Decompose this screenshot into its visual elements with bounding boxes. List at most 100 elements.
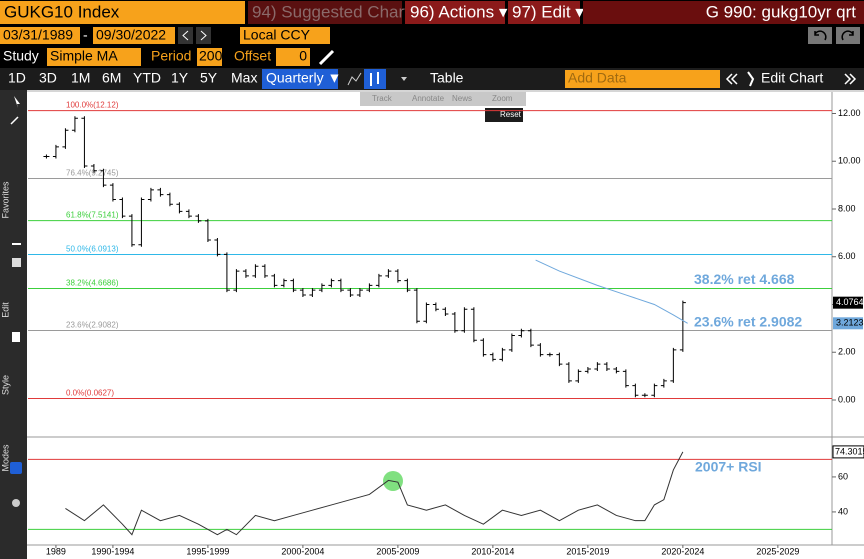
price-bar [527,328,534,348]
tool-button[interactable]: Zoom [492,94,513,103]
period-box[interactable] [197,48,222,66]
price-tag [833,317,863,330]
price-tag-label: 3.2123 [836,318,864,328]
range-button[interactable]: YTD [133,70,161,86]
expand-icon[interactable] [844,73,857,85]
price-bar [337,278,344,293]
tool-button[interactable]: News [452,94,472,103]
redo-button[interactable] [836,27,860,44]
collapse-icon[interactable] [725,73,738,85]
redo-icon [841,30,854,41]
price-bar [480,338,487,357]
y-tick-label: 8.00 [838,203,856,213]
price-bar [138,197,145,247]
mode-icon[interactable] [10,462,22,474]
add-data-box[interactable] [565,70,720,88]
x-tick-label: 2020-2024 [661,546,704,556]
chart-area [27,90,864,559]
sidebar-labels: Favorites Edit Style Modes [0,181,10,472]
frequency[interactable]: Quarterly ▼ [266,70,341,86]
channel-icon[interactable] [12,258,21,267]
y-tick-label: 60 [838,471,848,481]
pencil-icon[interactable] [318,49,335,66]
actions-button[interactable] [405,1,505,24]
y-tick-label: 0.00 [838,394,856,404]
study-box[interactable] [47,48,141,66]
tool-button[interactable]: Annotate [412,94,445,103]
reset[interactable]: Reset [500,110,522,119]
reset-button[interactable] [485,108,523,122]
range-button[interactable]: 3D [39,70,57,86]
suggested[interactable]: 94) Suggested Charts [252,2,417,21]
line-icon[interactable] [347,72,362,86]
start-date[interactable]: 03/31/1989 [3,27,73,43]
prev-button[interactable] [178,27,193,44]
end-date[interactable]: 09/30/2022 [96,27,166,43]
price-bar [394,269,401,283]
price-bar [404,278,411,293]
currency[interactable]: Local CCY [243,27,311,43]
frequency-box[interactable] [262,69,338,89]
tools: Track Annotate News Zoom [372,94,513,103]
suggested-button[interactable] [248,1,402,24]
y-tick-label: 6.00 [838,251,856,261]
period[interactable]: 200 [199,48,223,64]
edit-button[interactable] [508,1,580,24]
range-button[interactable]: 1D [8,70,26,86]
table[interactable]: Table [430,70,464,86]
price-bar [556,352,563,367]
bar-icon-box[interactable] [364,69,386,89]
x-tick-label: 2000-2004 [281,546,324,556]
x-tick-label: 1995-1999 [186,546,229,556]
range-button[interactable]: Max [231,70,257,86]
actions[interactable]: 96) Actions ▾ [410,2,508,21]
price-bar [594,362,601,371]
undo-button[interactable] [808,27,832,44]
price-bar [366,283,373,293]
offset-label: Offset [234,48,271,64]
edit-chart[interactable]: Edit Chart [761,70,823,86]
study-label: Study [3,48,39,64]
sidebar-label: Favorites [0,181,10,219]
security-box[interactable] [0,1,245,24]
settings-icon[interactable] [12,499,20,507]
price-bar [489,352,496,362]
dropdown-icon[interactable] [401,77,407,81]
price-bar [71,116,78,133]
price-bar [641,393,648,398]
sidebar-label: Edit [0,302,10,318]
date-separator: - [83,27,88,43]
offset-box[interactable] [276,48,310,66]
study[interactable]: Simple MA [50,48,118,64]
security[interactable]: GUKG10 Index [4,2,120,21]
edit[interactable]: 97) Edit ▾ [512,2,584,21]
next-icon [200,30,207,41]
range-button[interactable]: 5Y [200,70,218,86]
x-tick-label: 2025-2029 [756,546,799,556]
pointer-icon[interactable] [14,96,20,108]
next-button[interactable] [196,27,211,44]
range-button[interactable]: 1Y [171,70,189,86]
price-bar [660,378,667,388]
price-tag [832,445,864,459]
price-bar [214,238,221,257]
end-date-box[interactable] [93,27,175,44]
pen-icon[interactable] [10,116,19,125]
price-bar [347,288,354,297]
offset[interactable]: 0 [299,48,307,64]
trash-icon[interactable] [12,332,20,342]
price-bar [176,202,183,214]
price-bar [461,307,468,333]
add-data[interactable]: Add Data [568,70,627,86]
undo-icon [814,30,827,41]
price-bar [252,264,259,278]
sidebar-icons [10,96,22,507]
range-button[interactable]: 1M [71,70,90,86]
range-button[interactable]: 6M [102,70,121,86]
start-date-box[interactable] [0,27,80,44]
currency-box[interactable] [240,27,330,44]
x-tick-label: 2005-2009 [376,546,419,556]
tool-button[interactable]: Track [372,94,393,103]
price-bar [632,383,639,398]
